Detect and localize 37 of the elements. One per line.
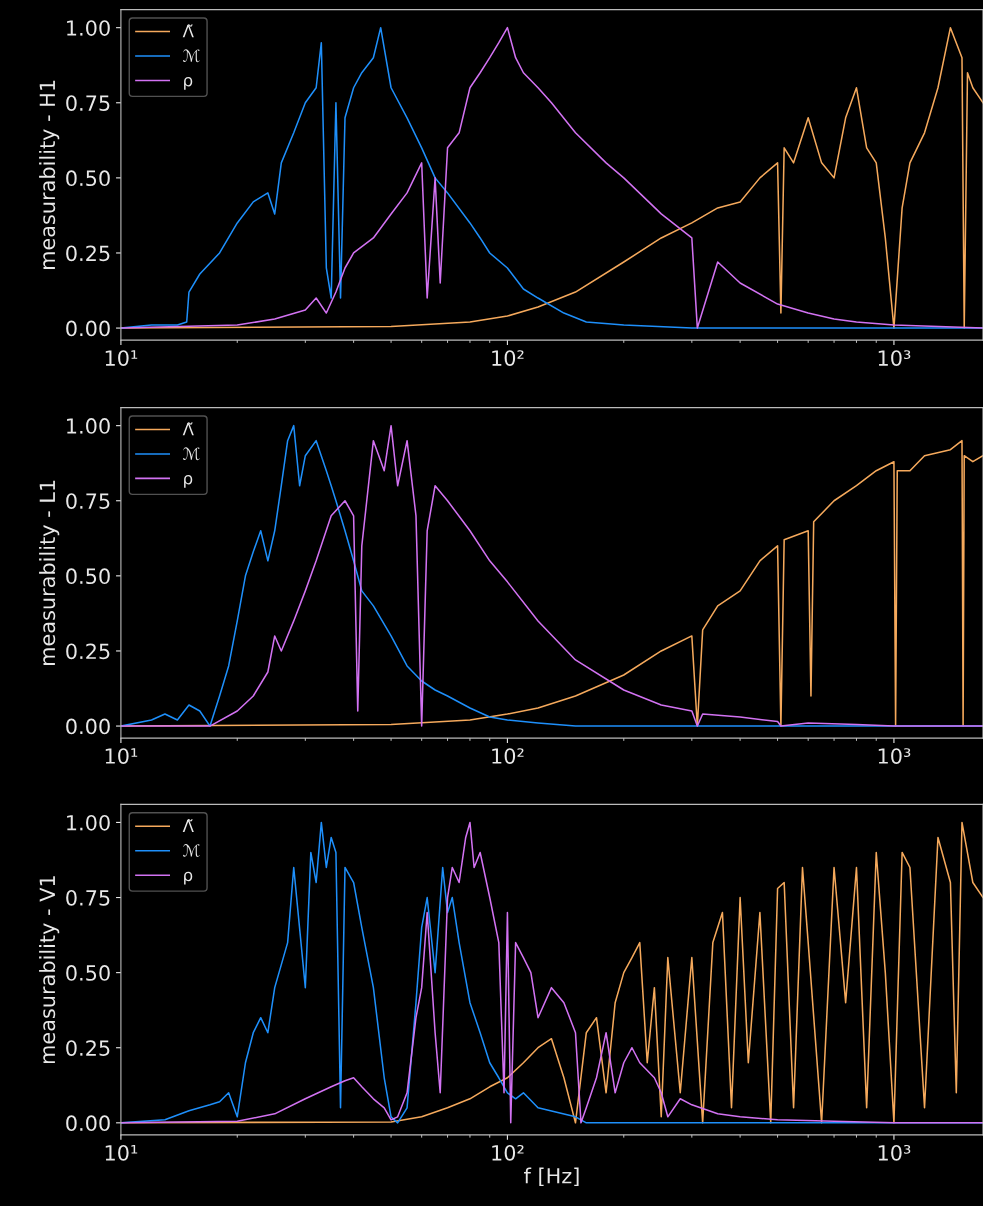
- x-tick-label: 10¹: [105, 350, 138, 366]
- legend-label: Λ̃: [182, 422, 194, 436]
- legend-label: ρ: [184, 76, 193, 90]
- legend-label: ρ: [184, 871, 193, 885]
- legend-label: ℳ: [183, 844, 200, 857]
- y-tick-label: 0.75: [66, 889, 110, 906]
- y-tick-label: 1.00: [67, 814, 110, 831]
- y-tick-label: 1.00: [67, 418, 110, 434]
- x-tick-label: 10³: [878, 1144, 911, 1161]
- x-tick-label: 10¹: [105, 748, 138, 764]
- x-tick-label: 10²: [492, 350, 524, 366]
- x-axis-title: f [Hz]: [524, 1167, 579, 1187]
- y-tick-label: 1.00: [67, 20, 110, 36]
- legend-label: Λ̃: [182, 24, 194, 38]
- x-tick-label: 10¹: [105, 1144, 138, 1161]
- legend-label: ℳ: [183, 447, 200, 461]
- x-tick-label: 10²: [492, 1144, 524, 1161]
- y-tick-label: 0.75: [66, 95, 110, 111]
- y-tick-label: 0.00: [66, 718, 110, 735]
- x-tick-label: 10²: [492, 748, 524, 764]
- y-tick-label: 0.50: [66, 965, 110, 981]
- legend-label: ℳ: [183, 49, 200, 63]
- y-tick-label: 0.75: [66, 493, 110, 509]
- x-tick-label: 10³: [878, 748, 911, 764]
- y-tick-label: 0.50: [66, 568, 110, 585]
- y-tick-label: 0.00: [66, 1115, 110, 1132]
- x-tick-label: 10³: [878, 350, 911, 366]
- y-tick-label: 0.25: [66, 643, 110, 660]
- y-axis-title: measurability - V1: [39, 876, 60, 1064]
- y-axis-title: measurability - L1: [39, 480, 60, 665]
- y-tick-label: 0.50: [66, 170, 110, 187]
- y-axis-title: measurability - H1: [39, 80, 60, 269]
- legend-label: ρ: [184, 474, 193, 488]
- legend-label: Λ̃: [182, 819, 194, 833]
- y-tick-label: 0.25: [66, 1040, 110, 1056]
- y-tick-label: 0.00: [66, 320, 110, 337]
- y-tick-label: 0.25: [66, 245, 110, 262]
